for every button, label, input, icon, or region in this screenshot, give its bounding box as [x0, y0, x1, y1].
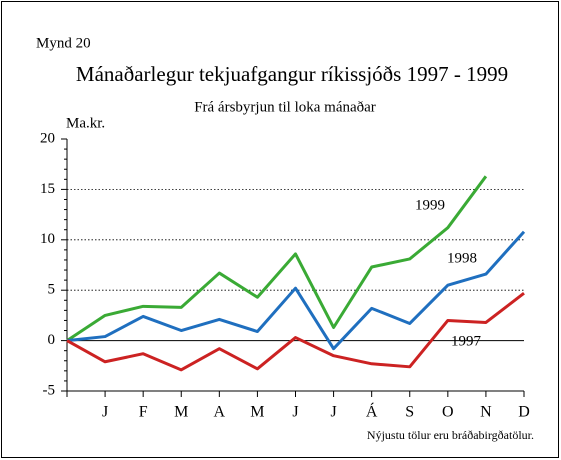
y-tick-label: 15 — [40, 181, 55, 197]
x-tick-label: J — [102, 404, 108, 421]
y-tick-label: 10 — [40, 231, 55, 247]
y-tick-label: 0 — [48, 332, 56, 348]
series-label: 1998 — [447, 250, 477, 266]
x-tick-label: J — [292, 404, 298, 421]
x-tick-label: M — [250, 404, 264, 421]
x-tick-label: M — [174, 404, 188, 421]
x-tick-label: Á — [366, 402, 378, 421]
x-tick-label: J — [330, 404, 336, 421]
series-line — [66, 230, 526, 351]
x-tick-label: N — [480, 404, 492, 421]
y-axis-label: Ma.kr. — [66, 115, 105, 131]
y-tick-label: 5 — [48, 282, 56, 298]
y-tick-label: 20 — [40, 130, 55, 146]
series-line — [66, 292, 525, 372]
series-label: 1999 — [415, 197, 445, 213]
figure-label: Mynd 20 — [36, 35, 91, 51]
x-tick-label: D — [518, 404, 530, 421]
x-tick-label: F — [139, 404, 148, 421]
series-label: 1997 — [451, 333, 482, 349]
x-tick-label: O — [442, 404, 454, 421]
x-tick-label: A — [214, 404, 226, 421]
chart-subtitle: Frá ársbyrjun til loka mánaðar — [194, 99, 376, 115]
chart-title: Mánaðarlegur tekjuafgangur ríkissjóðs 19… — [76, 62, 508, 86]
y-tick-label: -5 — [43, 382, 56, 398]
series-line — [66, 175, 488, 342]
x-tick-label: S — [405, 404, 414, 421]
footnote: Nýjustu tölur eru bráðabirgðatölur. — [367, 428, 534, 442]
